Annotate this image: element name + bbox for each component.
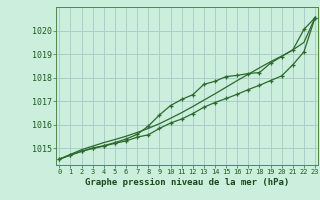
X-axis label: Graphe pression niveau de la mer (hPa): Graphe pression niveau de la mer (hPa) (85, 178, 289, 187)
